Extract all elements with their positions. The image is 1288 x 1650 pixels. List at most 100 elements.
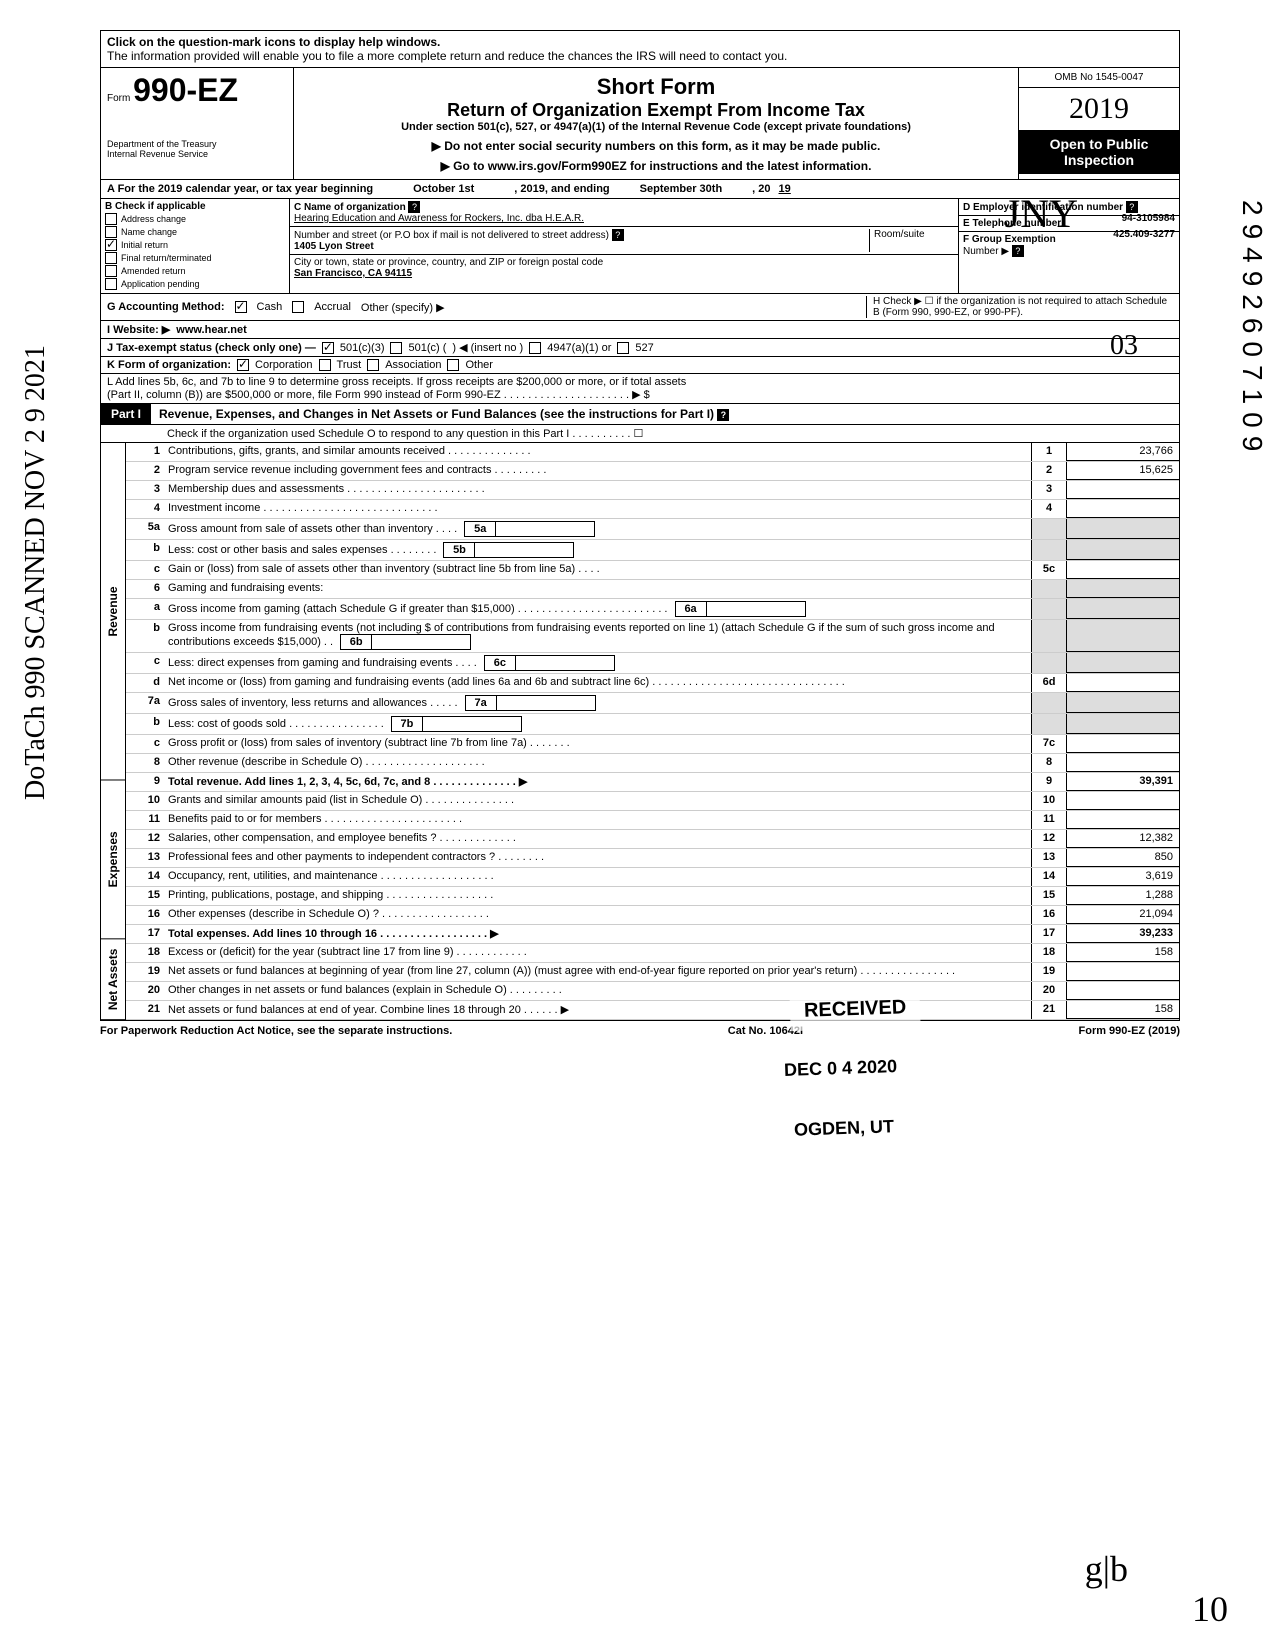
form-line: 2Program service revenue including gover…	[126, 462, 1179, 481]
line-box-shaded	[1031, 580, 1067, 598]
part1-header: Part I Revenue, Expenses, and Changes in…	[100, 404, 1180, 425]
city-label: City or town, state or province, country…	[294, 257, 603, 268]
help-icon[interactable]: ?	[1012, 245, 1024, 257]
line-value-shaded	[1067, 620, 1179, 652]
k-trust: Trust	[337, 359, 362, 371]
inner-box-val	[372, 635, 470, 649]
line-number: c	[126, 561, 164, 579]
line-description: Less: direct expenses from gaming and fu…	[164, 653, 1031, 673]
a-end: September 30th	[640, 183, 723, 195]
4947-checkbox[interactable]	[529, 342, 541, 354]
other-checkbox[interactable]	[447, 359, 459, 371]
line-value	[1067, 500, 1179, 518]
527-checkbox[interactable]	[617, 342, 629, 354]
line-description: Gross income from fundraising events (no…	[164, 620, 1031, 652]
corp-checkbox[interactable]	[237, 359, 249, 371]
inner-box-num: 6b	[341, 635, 372, 649]
line-box-number: 15	[1031, 887, 1067, 905]
omb-number: OMB No 1545-0047	[1019, 68, 1179, 88]
open-public1: Open to Public	[1021, 136, 1177, 152]
assoc-checkbox[interactable]	[367, 359, 379, 371]
j-opt3: 4947(a)(1) or	[547, 342, 611, 354]
category-label: Expenses	[101, 780, 125, 939]
line-box-number: 20	[1031, 982, 1067, 1000]
line-value-shaded	[1067, 653, 1179, 673]
line-description: Printing, publications, postage, and shi…	[164, 887, 1031, 905]
header-mid: Short Form Return of Organization Exempt…	[294, 68, 1018, 179]
help-icon[interactable]: ?	[717, 409, 729, 421]
section-b: B Check if applicable Address changeName…	[101, 199, 290, 293]
form-line: bLess: cost of goods sold . . . . . . . …	[126, 714, 1179, 735]
g-cash: Cash	[257, 301, 283, 313]
line-number: 19	[126, 963, 164, 981]
form-line: 18Excess or (deficit) for the year (subt…	[126, 944, 1179, 963]
line-description: Membership dues and assessments . . . . …	[164, 481, 1031, 499]
line-value: 15,625	[1067, 462, 1179, 480]
line-value	[1067, 561, 1179, 579]
received-stamp: RECEIVED	[789, 988, 921, 1032]
line-number: 6	[126, 580, 164, 598]
hand-glb: g|b	[1085, 1548, 1128, 1590]
checkbox[interactable]	[105, 278, 117, 290]
line-g-h: G Accounting Method: Cash Accrual Other …	[100, 294, 1180, 321]
check-line: Initial return	[105, 239, 285, 251]
line-description: Gross income from gaming (attach Schedul…	[164, 599, 1031, 619]
form-line: 3Membership dues and assessments . . . .…	[126, 481, 1179, 500]
form-line: 17Total expenses. Add lines 10 through 1…	[126, 925, 1179, 944]
line-description: Excess or (deficit) for the year (subtra…	[164, 944, 1031, 962]
checkbox[interactable]	[105, 213, 117, 225]
addr-label: Number and street (or P.O box if mail is…	[294, 230, 609, 241]
side-scan-note: DoTaCh 990 SCANNED NOV 2 9 2021	[20, 345, 52, 800]
line-box-number: 19	[1031, 963, 1067, 981]
inner-box-num: 7b	[392, 717, 423, 731]
line-box-shaded	[1031, 599, 1067, 619]
checkbox[interactable]	[105, 265, 117, 277]
line-description: Other expenses (describe in Schedule O) …	[164, 906, 1031, 924]
line-number: 8	[126, 754, 164, 772]
form-line: 14Occupancy, rent, utilities, and mainte…	[126, 868, 1179, 887]
inner-box-num: 6a	[676, 602, 707, 616]
help-icon[interactable]: ?	[612, 229, 624, 241]
header-left: Form 990-EZ Department of the Treasury I…	[101, 68, 294, 179]
help-icon[interactable]: ?	[1126, 201, 1138, 213]
line-box-shaded	[1031, 653, 1067, 673]
form-line: 9Total revenue. Add lines 1, 2, 3, 4, 5c…	[126, 773, 1179, 792]
checkbox[interactable]	[105, 252, 117, 264]
help-line2: The information provided will enable you…	[107, 49, 1173, 63]
line-number: 17	[126, 925, 164, 943]
line-value: 158	[1067, 1001, 1179, 1019]
line-box-number: 18	[1031, 944, 1067, 962]
line-value-shaded	[1067, 693, 1179, 713]
line-value: 1,288	[1067, 887, 1179, 905]
cash-checkbox[interactable]	[235, 301, 247, 313]
date-stamp: DEC 0 4 2020	[769, 1048, 911, 1090]
checkbox-label: Final return/terminated	[121, 253, 212, 263]
accrual-checkbox[interactable]	[292, 301, 304, 313]
line-box-number: 17	[1031, 925, 1067, 943]
form-line: 10Grants and similar amounts paid (list …	[126, 792, 1179, 811]
check-line: Name change	[105, 226, 285, 238]
form-line: 12Salaries, other compensation, and empl…	[126, 830, 1179, 849]
line-number: a	[126, 599, 164, 619]
form-line: 20Other changes in net assets or fund ba…	[126, 982, 1179, 1001]
line-value: 39,391	[1067, 773, 1179, 791]
part1-check: Check if the organization used Schedule …	[100, 425, 1180, 443]
form-line: cLess: direct expenses from gaming and f…	[126, 653, 1179, 674]
form-title1: Short Form	[300, 74, 1012, 100]
line-number: 3	[126, 481, 164, 499]
g-label: G Accounting Method:	[107, 301, 225, 313]
g-accrual: Accrual	[314, 301, 351, 313]
line-description: Gaming and fundraising events:	[164, 580, 1031, 598]
line-description: Occupancy, rent, utilities, and maintena…	[164, 868, 1031, 886]
line-value-shaded	[1067, 714, 1179, 734]
line-value: 3,619	[1067, 868, 1179, 886]
line-number: 11	[126, 811, 164, 829]
help-icon[interactable]: ?	[408, 201, 420, 213]
form-line: bLess: cost or other basis and sales exp…	[126, 540, 1179, 561]
501c3-checkbox[interactable]	[322, 342, 334, 354]
501c-checkbox[interactable]	[390, 342, 402, 354]
trust-checkbox[interactable]	[319, 359, 331, 371]
h-text: H Check ▶ ☐ if the organization is not r…	[866, 296, 1173, 318]
c-name-label: C Name of organization	[294, 202, 406, 213]
checkbox[interactable]	[105, 239, 117, 251]
